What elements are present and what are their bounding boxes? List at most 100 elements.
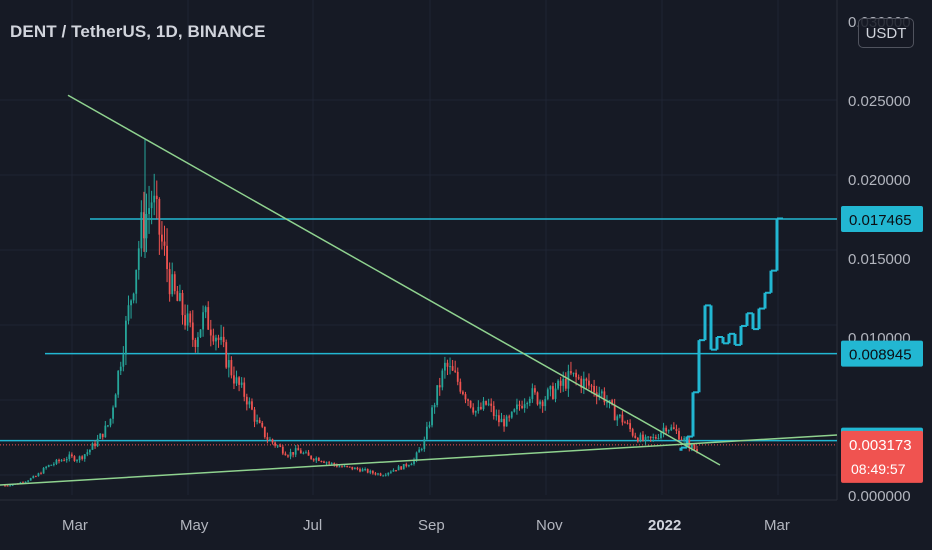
candle-body (371, 470, 374, 474)
price-label-text: 0.017465 (849, 212, 912, 229)
candle-body (158, 198, 161, 235)
candle-body (117, 370, 120, 395)
price-tick-label: 0.015000 (848, 251, 911, 268)
candle-body (392, 469, 395, 472)
candle-body (315, 457, 318, 461)
candle-body (65, 458, 68, 461)
candle-body (680, 439, 683, 441)
candle-body (505, 416, 508, 427)
candle-body (446, 362, 449, 367)
candle-body (485, 401, 487, 405)
candle-body (636, 437, 639, 442)
candle-body (297, 448, 300, 451)
candle-body (423, 439, 426, 449)
candle-body (19, 482, 22, 484)
candle-body (472, 407, 475, 413)
candle-body (225, 342, 228, 368)
candle-body (359, 469, 361, 472)
candle-body (4, 485, 6, 487)
candle-body (369, 470, 372, 473)
candle-body (181, 292, 184, 316)
candle-body (662, 427, 665, 433)
candle-body (145, 213, 148, 239)
candle-body (387, 472, 390, 475)
candle-body (516, 404, 518, 410)
candle-body (492, 405, 495, 416)
candle-body (631, 429, 634, 436)
candle-body (202, 312, 204, 330)
candle-body (104, 425, 107, 438)
candle-body (197, 337, 199, 347)
candle-body (407, 465, 410, 467)
candle-body (276, 445, 279, 447)
candle-body (94, 443, 96, 447)
candle-body (22, 482, 24, 484)
candle-body (557, 380, 559, 389)
candle-body (240, 382, 243, 385)
candle-body (24, 481, 27, 483)
candle-body (531, 388, 534, 399)
candle-body (539, 401, 541, 405)
grid-lines (0, 0, 837, 495)
candle-body (323, 461, 325, 463)
candle-body (402, 464, 405, 470)
candle-body (626, 422, 629, 424)
candle-body (649, 436, 652, 438)
price-tick-label: 0.000000 (848, 488, 911, 505)
price-tick-label: 0.020000 (848, 172, 911, 189)
candle-body (382, 475, 385, 477)
time-tick-label: Sep (418, 517, 445, 534)
candle-body (11, 484, 14, 486)
candle-body (302, 452, 305, 454)
candle-body (256, 420, 259, 422)
candle-body (212, 335, 215, 342)
candle-body (325, 462, 328, 464)
candle-body (137, 248, 140, 270)
candle-body (449, 366, 451, 368)
candle-body (341, 466, 343, 468)
candlesticks (4, 139, 698, 487)
currency-button[interactable]: USDT (858, 18, 914, 48)
candle-body (477, 406, 480, 411)
candle-body (456, 371, 459, 382)
candle-body (564, 378, 567, 389)
candle-body (284, 453, 287, 456)
candle-body (127, 305, 130, 321)
candle-body (143, 212, 145, 239)
candle-body (204, 307, 207, 313)
candle-body (333, 463, 336, 465)
candle-body (83, 454, 86, 459)
candle-body (29, 478, 32, 481)
candle-body (675, 429, 678, 431)
candle-body (235, 377, 238, 384)
candle-body (27, 480, 30, 482)
candle-body (233, 375, 235, 384)
candle-body (459, 381, 462, 392)
candle-body (227, 360, 230, 368)
candle-body (629, 423, 632, 430)
candle-body (58, 459, 60, 462)
candle-body (63, 460, 66, 462)
candle-body (125, 320, 127, 355)
candle-body (199, 329, 202, 338)
candle-body (50, 464, 53, 466)
candle-body (410, 463, 413, 466)
candle-body (348, 466, 351, 468)
candle-body (140, 212, 143, 249)
candle-body (580, 378, 583, 388)
candle-body (258, 420, 261, 423)
candle-body (634, 435, 637, 438)
candle-body (168, 269, 171, 295)
time-tick-label: Mar (62, 517, 88, 534)
candle-body (351, 466, 354, 470)
candle-body (374, 473, 377, 475)
candle-body (441, 370, 444, 388)
candle-body (415, 452, 418, 460)
candle-body (305, 452, 307, 454)
candle-body (361, 469, 364, 472)
candle-body (70, 454, 73, 457)
candle-body (91, 443, 94, 450)
candle-body (194, 339, 197, 347)
candle-body (672, 427, 675, 430)
